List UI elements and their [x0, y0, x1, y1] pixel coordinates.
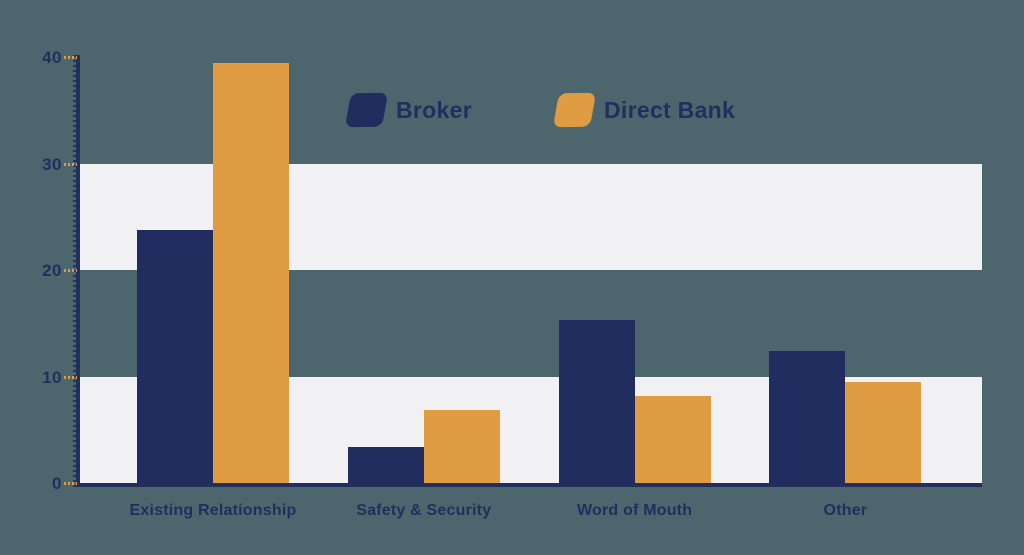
- bar-broker: [769, 350, 846, 483]
- y-tick-label: 20: [42, 261, 62, 280]
- y-tick-dash-icon: [64, 269, 77, 272]
- legend-item-direct-bank: Direct Bank: [552, 90, 736, 130]
- y-tick-dash-icon: [64, 482, 77, 485]
- x-axis-line: [76, 483, 982, 487]
- legend-item-broker: Broker: [344, 90, 472, 130]
- y-tick-label: 30: [42, 154, 62, 174]
- bar-broker: [137, 229, 213, 483]
- bar-direct-bank: [423, 409, 500, 483]
- bar-direct-bank: [634, 395, 711, 483]
- y-tick-dash-icon: [64, 375, 77, 379]
- category-label: Safety & Security: [356, 502, 492, 519]
- bar-direct-bank: [213, 63, 289, 483]
- y-tick-label: 0: [52, 474, 62, 493]
- bar-broker: [558, 320, 635, 483]
- legend-label-broker: Broker: [396, 96, 472, 123]
- bar-direct-bank: [845, 381, 922, 483]
- y-tick-dash-icon: [64, 56, 77, 59]
- bar-broker: [347, 446, 424, 483]
- y-tick-label: 10: [42, 367, 62, 387]
- category-label: Other: [823, 502, 868, 519]
- category-label: Existing Relationship: [129, 502, 297, 519]
- category-label: Word of Mouth: [577, 502, 693, 519]
- y-tick-label: 40: [42, 48, 62, 67]
- direct-bank-swatch-icon: [552, 92, 597, 128]
- legend-label-direct-bank: Direct Bank: [604, 96, 736, 123]
- y-tick-dash-icon: [64, 162, 77, 166]
- broker-swatch-icon: [344, 92, 389, 128]
